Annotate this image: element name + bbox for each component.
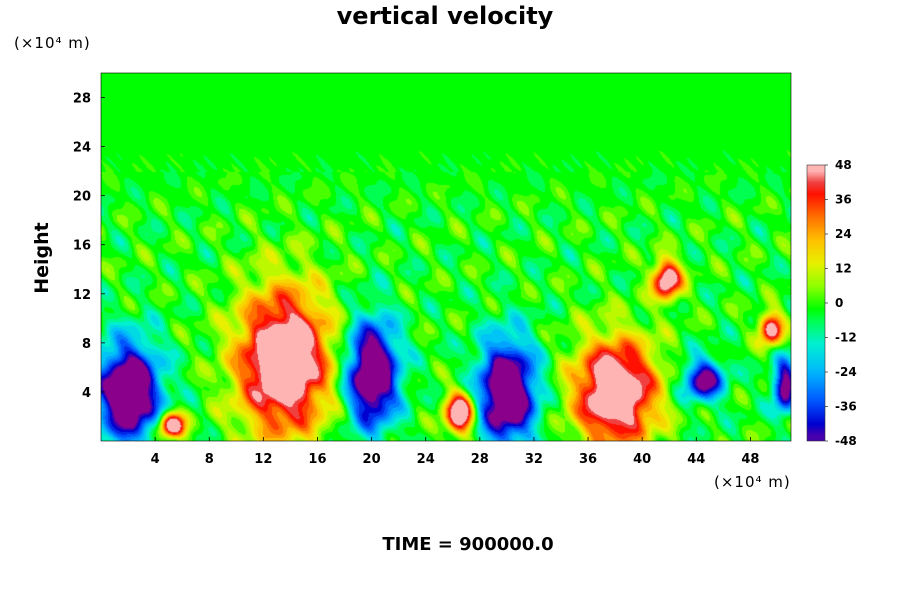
x-tick-label: 8 (205, 452, 214, 467)
y-tick-label: 16 (73, 239, 91, 254)
x-tick-label: 16 (308, 452, 326, 467)
colorbar-tick-label: 24 (835, 227, 852, 241)
colorbar-tick-label: 12 (835, 262, 852, 276)
y-axis: 4 8 12 16 20 24 28 (73, 92, 105, 401)
y-axis-unit: (×10⁴ m) (14, 34, 91, 52)
colorbar-ticks: 48 36 24 12 0 -12 -24 -36 -48 (825, 158, 857, 448)
x-tick-label: 4 (151, 452, 160, 467)
x-tick-label: 40 (633, 452, 651, 467)
y-tick-label: 24 (73, 141, 91, 156)
x-tick-label: 20 (363, 452, 381, 467)
x-tick-label: 12 (254, 452, 272, 467)
plot-area (100, 72, 792, 442)
colorbar-tick-label: -12 (835, 331, 857, 345)
x-axis: 4 8 12 16 20 24 28 32 36 40 44 48 (151, 437, 759, 467)
y-tick-label: 20 (73, 190, 91, 205)
x-tick-label: 36 (579, 452, 597, 467)
colorbar-tick-label: -36 (835, 400, 857, 414)
heatmap-field (101, 73, 791, 441)
x-axis-unit: (×10⁴ m) (714, 473, 791, 491)
colorbar-tick-label: 36 (835, 193, 852, 207)
y-axis-label: Height (31, 222, 53, 294)
x-tick-label: 28 (471, 452, 489, 467)
colorbar-tick-label: -24 (835, 365, 857, 379)
y-tick-label: 12 (73, 288, 91, 303)
colorbar-tick-label: 0 (835, 296, 843, 310)
y-tick-label: 4 (82, 386, 91, 401)
time-label: TIME = 900000.0 (382, 534, 553, 555)
x-tick-label: 48 (741, 452, 759, 467)
x-tick-label: 32 (525, 452, 543, 467)
chart-title: vertical velocity (337, 2, 554, 30)
colorbar-tick-label: 48 (835, 158, 852, 172)
y-tick-label: 28 (73, 92, 91, 107)
colorbar: 48 36 24 12 0 -12 -24 -36 -48 (806, 158, 857, 448)
colorbar-tick-label: -48 (835, 434, 857, 448)
colorbar-gradient (807, 165, 825, 441)
x-tick-label: 44 (687, 452, 705, 467)
plot-frame (100, 72, 792, 442)
x-tick-label: 24 (417, 452, 435, 467)
y-tick-label: 8 (82, 337, 91, 352)
